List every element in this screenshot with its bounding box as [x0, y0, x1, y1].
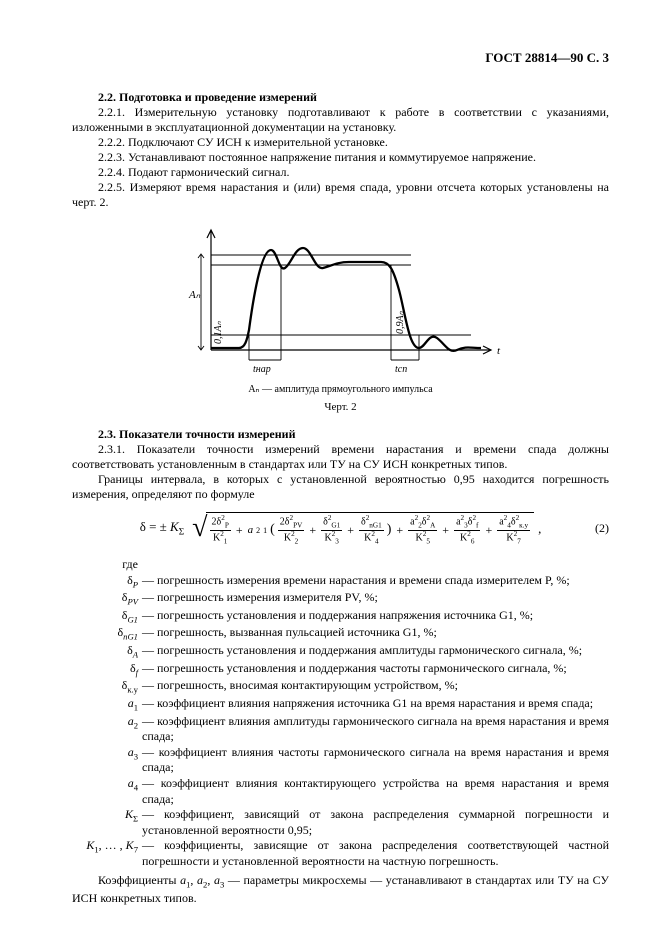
def-row: a4 — коэффициент влияния контактирующего…: [72, 776, 609, 807]
figure-label: Черт. 2: [72, 401, 609, 413]
axis-y-label: Aₙ: [188, 289, 201, 301]
p-2-3-1: 2.3.1. Показатели точности измерений вре…: [72, 442, 609, 472]
p-interval: Границы интервала, в которых с установле…: [72, 472, 609, 502]
page-header: ГОСТ 28814—90 С. 3: [72, 50, 609, 66]
p-2-2-4: 2.2.4. Подают гармонический сигнал.: [72, 165, 609, 180]
def-row: δA — погрешность установления и поддержа…: [72, 643, 609, 661]
figure-caption: Aₙ — амплитуда прямоугольного импульса: [72, 384, 609, 395]
figure-2: Aₙ t 0,1Aₙ 0,9Aₙ tнар tсп: [171, 220, 511, 380]
section-title-22: 2.2. Подготовка и проведение измерений: [72, 90, 609, 105]
level-upper-label: 0,9Aₙ: [395, 310, 406, 334]
def-row: δPV — погрешность измерения измерителя P…: [72, 590, 609, 608]
t-fall-label: tсп: [395, 364, 407, 375]
p-2-2-2: 2.2.2. Подключают СУ ИСН к измерительной…: [72, 135, 609, 150]
def-row: δP — погрешность измерения времени нарас…: [72, 573, 609, 591]
section-title-23: 2.3. Показатели точности измерений: [72, 427, 609, 442]
level-lower-label: 0,1Aₙ: [213, 320, 224, 344]
where-label: где: [72, 557, 142, 573]
p-2-2-1: 2.2.1. Измерительную установку подготавл…: [72, 105, 609, 135]
tail-paragraph: Коэффициенты a1, a2, a3 — параметры микр…: [72, 873, 609, 905]
def-row: a2 — коэффициент влияния амплитуды гармо…: [72, 714, 609, 745]
t-rise-label: tнар: [253, 364, 271, 375]
def-row: δк.у — погрешность, вносимая контактирую…: [72, 678, 609, 696]
def-row: a1 — коэффициент влияния напряжения исто…: [72, 696, 609, 714]
p-2-2-5: 2.2.5. Измеряют время нарастания и (или)…: [72, 180, 609, 210]
def-row: a3 — коэффициент влияния частоты гармони…: [72, 745, 609, 776]
p-2-2-3: 2.2.3. Устанавливают постоянное напряжен…: [72, 150, 609, 165]
formula-2: δ = ± KΣ √ 2δ2PK21 + a21 ( 2δ2PVK22 + δ2…: [72, 512, 609, 545]
def-row: δnG1 — погрешность, вызванная пульсацией…: [72, 625, 609, 643]
title-23-text: 2.3. Показатели точности измерений: [98, 427, 296, 441]
def-row: δG1 — погрешность установления и поддерж…: [72, 608, 609, 626]
def-row: K1, … , K7 — коэффициенты, зависящие от …: [72, 838, 609, 869]
axis-x-label: t: [497, 345, 501, 357]
title-22-text: 2.2. Подготовка и проведение измерений: [98, 90, 317, 104]
def-row: KΣ — коэффициент, зависящий от закона ра…: [72, 807, 609, 838]
formula-number: (2): [595, 521, 609, 536]
def-row: δf — погрешность установления и поддержа…: [72, 661, 609, 679]
definitions: где δP — погрешность измерения времени н…: [72, 557, 609, 869]
